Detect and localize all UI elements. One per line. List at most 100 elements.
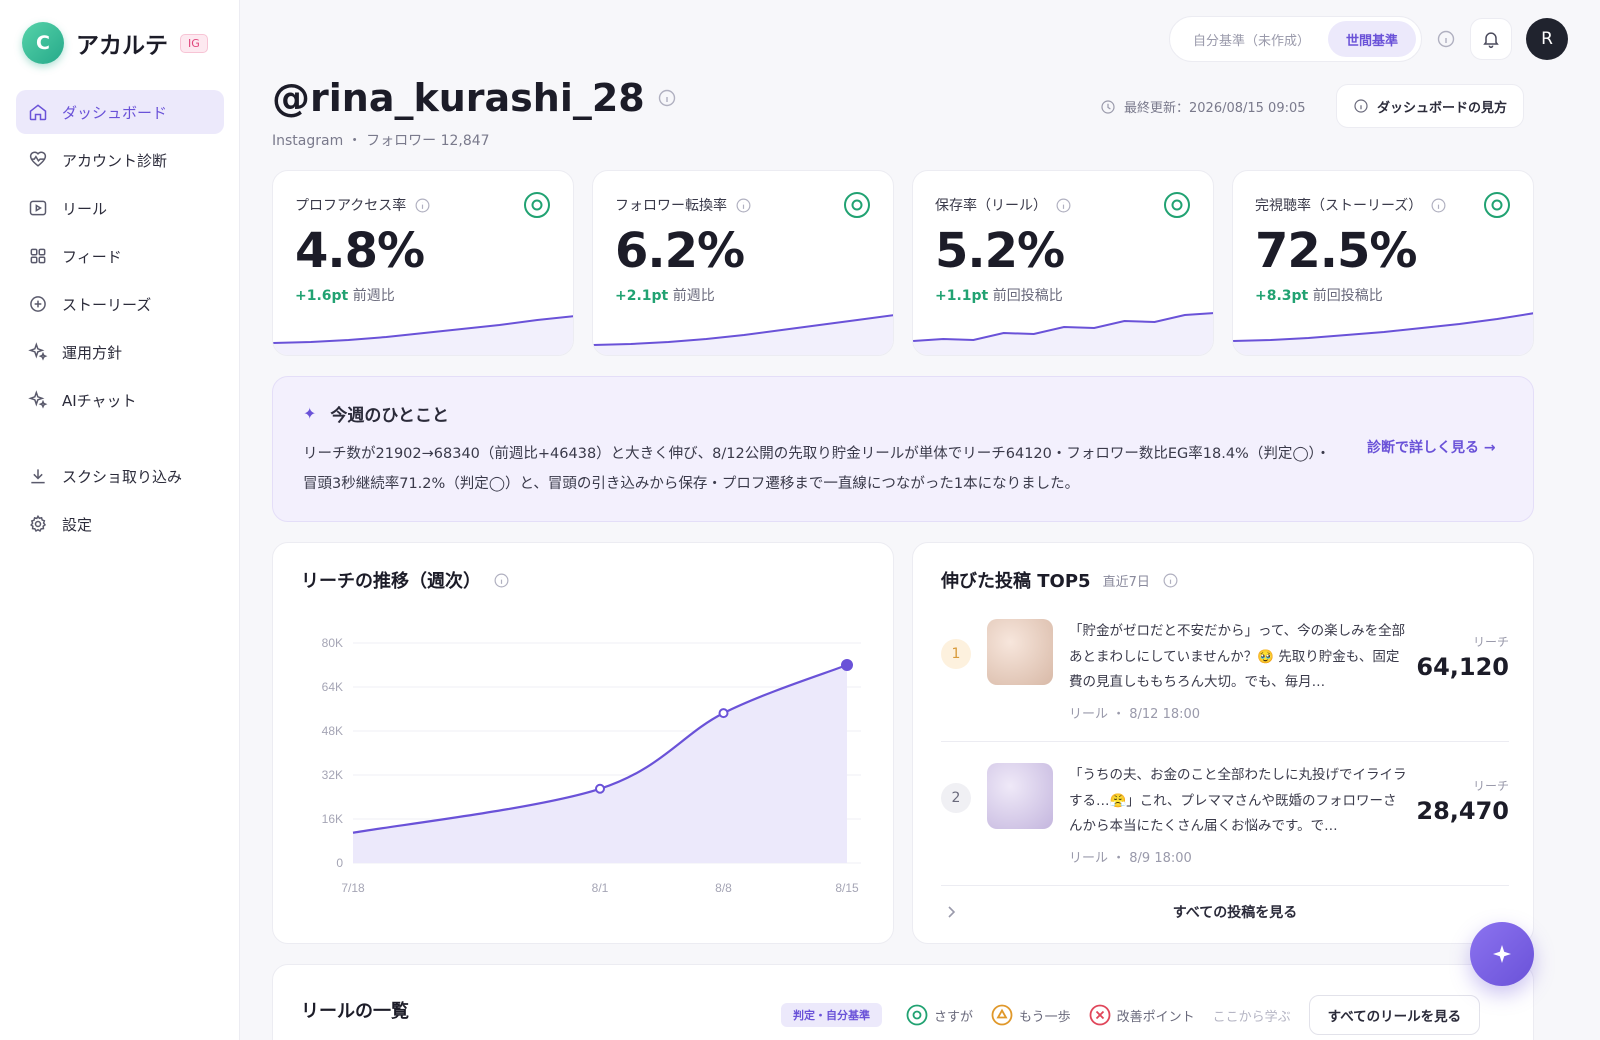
sidebar-item-strategy[interactable]: 運用方針 [16, 330, 224, 374]
kpi-label-text: 保存率（リール） [935, 198, 1047, 214]
dashboard-guide-button[interactable]: ダッシュボードの見方 [1336, 84, 1525, 128]
sidebar-item-feed[interactable]: フィード [16, 234, 224, 278]
info-icon[interactable] [1162, 572, 1179, 589]
y-tick-label: 32K [322, 768, 343, 782]
sidebar-item-label: スクショ取り込み [62, 467, 183, 486]
brand[interactable]: C アカルテ IG [22, 22, 208, 64]
reach-trend-card: リーチの推移（週次） 0 16K 32K 48K 64K 80K 7/18 8/1 8/8 8/1… [272, 542, 894, 944]
kpi-card-save-rate[interactable]: 保存率（リール） 5.2% +1.1pt 前回投稿比 [912, 170, 1214, 356]
x-tick-label: 8/8 [715, 881, 732, 895]
account-subtitle: Instagram ・ フォロワー 12,847 [272, 133, 490, 149]
brand-name: アカルテ [76, 33, 168, 59]
chevron-right-icon [948, 906, 956, 918]
reach-point [718, 708, 729, 719]
sidebar-item-account-diagnosis[interactable]: アカウント診断 [16, 138, 224, 182]
kpi-label-text: フォロワー転換率 [615, 198, 727, 214]
kpi-delta-value: +2.1pt [615, 288, 669, 304]
bell-icon [1483, 32, 1499, 49]
post-thumbnail [987, 763, 1053, 829]
info-icon[interactable] [1436, 29, 1456, 49]
judgement-basis-pill: 判定・自分基準 [781, 1003, 882, 1027]
sidebar-item-label: AIチャット [62, 391, 137, 410]
notifications-button[interactable] [1470, 18, 1512, 60]
sidebar-nav: ダッシュボード アカウント診断 リール フィード ストーリーズ 運用方針 AIチ… [16, 90, 224, 550]
kpi-card-profile-access[interactable]: プロフアクセス率 4.8% +1.6pt 前週比 [272, 170, 574, 356]
heart-pulse-icon [29, 151, 47, 167]
x-tick-label: 8/15 [835, 881, 859, 895]
cross-judgement-icon [1089, 1004, 1111, 1026]
sidebar-item-ai-chat[interactable]: AIチャット [16, 378, 224, 422]
kpi-card-follower-conversion[interactable]: フォロワー転換率 6.2% +2.1pt 前週比 [592, 170, 894, 356]
guide-button-label: ダッシュボードの見方 [1377, 100, 1508, 116]
sidebar-item-label: 運用方針 [62, 343, 123, 362]
kpi-sparkline [913, 312, 1213, 355]
kpi-compare-label: 前回投稿比 [1312, 288, 1383, 304]
info-icon[interactable] [414, 197, 431, 214]
kpi-compare-label: 前週比 [352, 288, 395, 304]
plus-circle-icon [30, 296, 46, 312]
divider [941, 741, 1509, 742]
sidebar-item-stories[interactable]: ストーリーズ [16, 282, 224, 326]
info-icon[interactable] [657, 88, 677, 108]
kpi-value: 4.8% [295, 223, 425, 279]
ai-assistant-button[interactable] [1470, 922, 1534, 986]
info-icon[interactable] [735, 197, 752, 214]
sidebar-item-label: フィード [62, 247, 122, 266]
reach-label: リーチ [1472, 779, 1509, 793]
divider [941, 885, 1509, 886]
card-title: リーチの推移（週次） [301, 567, 510, 593]
legend-fair: もう一歩 [991, 1004, 1071, 1026]
info-icon[interactable] [493, 572, 510, 589]
top-posts-card: 伸びた投稿 TOP5 直近7日 1 「貯金がゼロだと不安だから」って、今の楽しみ… [912, 542, 1534, 944]
benchmark-option-public[interactable]: 世間基準 [1327, 21, 1416, 57]
brand-logo: C [22, 22, 64, 64]
download-icon [31, 469, 45, 484]
kpi-sparkline [593, 314, 893, 355]
info-icon[interactable] [1055, 197, 1072, 214]
card-title-text: リーチの推移（週次） [301, 571, 481, 592]
sidebar-item-label: 設定 [62, 515, 93, 534]
legend-improve: 改善ポイント [1089, 1004, 1195, 1026]
sidebar-item-dashboard[interactable]: ダッシュボード [16, 90, 224, 134]
period-label: 直近7日 [1102, 574, 1150, 590]
avatar[interactable]: R [1526, 18, 1568, 60]
grid-icon [30, 248, 46, 264]
benchmark-option-own[interactable]: 自分基準（未作成） [1192, 33, 1310, 49]
kpi-sparkline [273, 315, 573, 355]
sparkline-area [1233, 313, 1533, 355]
home-icon [29, 104, 47, 121]
see-all-reels-button[interactable]: すべてのリールを見る [1308, 995, 1481, 1035]
post-meta: リール ・ 8/12 18:00 [1069, 707, 1201, 722]
diagnosis-detail-link[interactable]: 診断で詳しく見る → [1367, 440, 1496, 456]
sidebar-item-label: アカウント診断 [62, 151, 168, 170]
sidebar-item-settings[interactable]: 設定 [16, 502, 224, 546]
kpi-card-completion-rate[interactable]: 完視聴率（ストーリーズ） 72.5% +8.3pt 前回投稿比 [1232, 170, 1534, 356]
y-tick-label: 48K [322, 724, 343, 738]
reels-list-card: リールの一覧 判定・自分基準 さすが もう一歩 改善ポイント ここから学ぶ すべ… [272, 964, 1534, 1040]
list-item[interactable]: 2 「うちの夫、お金のこと全部わたしに丸投げでイライラする…😤」これ、プレママさ… [941, 763, 1509, 907]
info-icon[interactable] [1430, 197, 1447, 214]
weekly-summary-title-text: 今週のひとこと [330, 406, 449, 426]
reach-point [841, 659, 853, 671]
good-judgement-icon [844, 192, 870, 218]
sparkle-icon [28, 342, 48, 361]
gear-icon [30, 514, 47, 532]
top-bar: 自分基準（未作成） 世間基準 R [1168, 16, 1568, 62]
kpi-delta-value: +1.6pt [295, 288, 349, 304]
weekly-summary-title: ✦ 今週のひとこと [303, 401, 449, 426]
see-all-posts-link[interactable]: すべての投稿を見る [941, 897, 1509, 927]
sidebar-item-reels[interactable]: リール [16, 186, 224, 230]
x-tick-label: 7/18 [341, 881, 365, 895]
legend-label: さすが [934, 1009, 974, 1025]
learn-from-here-label: ここから学ぶ [1212, 1009, 1291, 1025]
last-updated: 最終更新：2026/08/15 09:05 [1100, 97, 1306, 116]
list-item[interactable]: 1 「貯金がゼロだと不安だから」って、今の楽しみを全部あとまわしにしていませんか… [941, 619, 1509, 763]
sidebar-item-screenshot-import[interactable]: スクショ取り込み [16, 454, 224, 498]
kpi-delta: +1.1pt 前回投稿比 [935, 285, 1063, 305]
y-tick-label: 80K [322, 636, 343, 650]
kpi-delta: +2.1pt 前週比 [615, 285, 715, 305]
good-judgement-icon [906, 1004, 928, 1026]
account-handle: @rina_kurashi_28 [272, 76, 645, 120]
rank-badge: 2 [941, 783, 971, 813]
info-icon [1354, 99, 1368, 113]
